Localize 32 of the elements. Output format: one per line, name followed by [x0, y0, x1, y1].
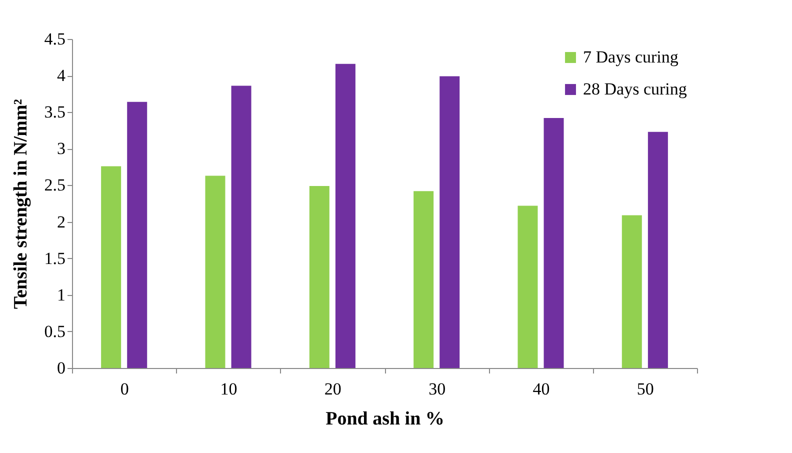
x-tick-label: 0 — [120, 380, 129, 398]
y-tick-label: 0 — [57, 358, 66, 378]
bar — [414, 191, 434, 368]
y-tick-label: 1.5 — [44, 248, 66, 268]
bar — [518, 206, 538, 368]
bar — [544, 118, 564, 368]
bar — [205, 176, 226, 368]
bar — [101, 166, 122, 368]
x-tick-label: 40 — [532, 380, 550, 398]
bar — [440, 76, 460, 368]
x-tick-label: 30 — [428, 380, 446, 398]
bar — [127, 102, 148, 368]
y-tick-label: 3 — [57, 139, 66, 158]
y-tick-label: 2 — [57, 212, 66, 232]
bar — [231, 86, 252, 368]
y-tick-label: 0.5 — [44, 322, 66, 341]
x-tick-label: 10 — [220, 380, 238, 398]
bar — [622, 215, 642, 368]
y-tick-label: 1 — [57, 285, 66, 304]
y-tick-label: 4.5 — [44, 30, 66, 48]
y-axis-title: Tensile strength in N/mm² — [10, 98, 32, 309]
x-axis-title: Pond ash in % — [326, 408, 444, 430]
legend-label: 28 Days curing — [583, 80, 688, 98]
bar — [309, 186, 330, 368]
bar — [648, 132, 668, 368]
x-tick-label: 50 — [636, 380, 654, 398]
bar — [335, 64, 356, 368]
x-tick-label: 20 — [324, 380, 342, 398]
y-tick-label: 2.5 — [44, 176, 66, 195]
y-tick-label: 4 — [57, 66, 66, 86]
y-tick-label: 3.5 — [44, 102, 66, 122]
legend-label: 7 Days curing — [583, 48, 679, 66]
